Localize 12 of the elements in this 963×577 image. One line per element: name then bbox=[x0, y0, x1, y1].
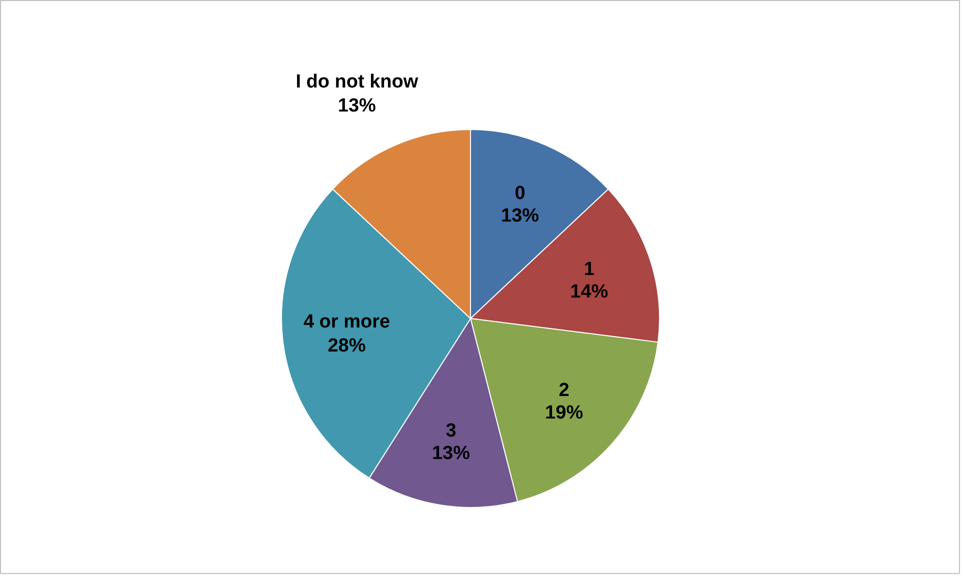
data-label: 19% bbox=[545, 402, 584, 424]
slice-label: 2 bbox=[558, 380, 570, 401]
slice-label: I do not know bbox=[296, 71, 418, 92]
data-label: 14% bbox=[570, 281, 608, 302]
slice-label: 4 or more bbox=[303, 312, 390, 333]
data-label: 13% bbox=[432, 443, 470, 464]
data-label: 13% bbox=[338, 95, 376, 116]
data-label: 13% bbox=[501, 206, 540, 227]
slice-label: 1 bbox=[584, 258, 595, 280]
slice-label: 3 bbox=[446, 420, 456, 442]
slice-label: 0 bbox=[514, 183, 526, 204]
data-label: 28% bbox=[328, 336, 366, 357]
